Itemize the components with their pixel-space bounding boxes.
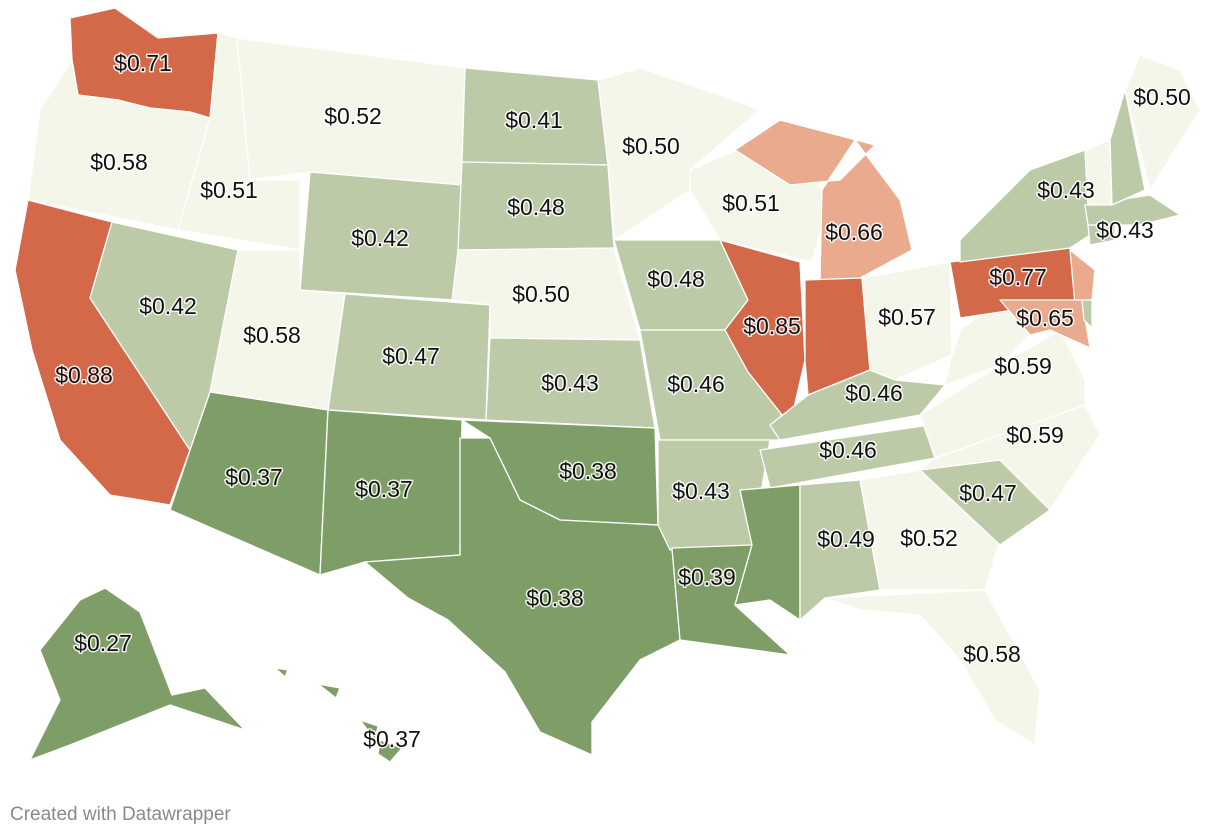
state-shape-me <box>1124 54 1201 191</box>
state-label-mn: $0.50 <box>622 133 680 159</box>
state-label-ks: $0.43 <box>541 370 599 396</box>
state-label-ca: $0.88 <box>55 362 113 388</box>
footer-credit: Created with Datawrapper <box>10 804 231 825</box>
state-label-sc: $0.47 <box>959 480 1017 506</box>
state-label-il: $0.85 <box>743 313 801 339</box>
state-shape-il <box>719 239 806 426</box>
state-label-az: $0.37 <box>225 464 283 490</box>
state-label-nm: $0.37 <box>355 476 413 502</box>
state-label-sd: $0.48 <box>507 194 565 220</box>
state-shape-ga <box>859 469 1001 591</box>
state-shape-or <box>27 59 211 231</box>
us-state-choropleth-map: $0.71 $0.58 $0.88 $0.51 $0.42 $0.52 $0.42 $0.58… <box>14 7 1201 763</box>
state-shapes <box>14 7 1201 763</box>
state-labels: $0.71 $0.58 $0.88 $0.51 $0.42 $0.52 $0.42 $0.58… <box>54 49 1193 754</box>
state-label-ne: $0.50 <box>512 281 570 307</box>
state-label-wa: $0.71 <box>114 50 172 76</box>
state-shape-nh <box>1109 89 1146 206</box>
state-shape-de <box>1081 299 1093 329</box>
state-label-co: $0.47 <box>382 343 440 369</box>
state-label-ok: $0.38 <box>559 458 617 484</box>
state-label-wv: $0.59 <box>994 353 1052 379</box>
state-label-md: $0.65 <box>1016 305 1074 331</box>
state-label-al: $0.49 <box>817 526 875 552</box>
state-label-tx: $0.38 <box>526 585 584 611</box>
state-label-me: $0.50 <box>1133 84 1191 110</box>
state-shape-md <box>999 299 1091 349</box>
state-shape-al <box>799 479 881 621</box>
state-shape-ky <box>769 369 946 441</box>
state-shape-oh <box>861 261 953 381</box>
state-label-ia: $0.48 <box>647 266 705 292</box>
state-label-pa: $0.77 <box>989 264 1047 290</box>
state-label-ak: $0.27 <box>74 630 132 656</box>
state-label-ar: $0.43 <box>672 478 730 504</box>
state-shape-hi <box>274 667 403 763</box>
state-shape-ny <box>959 149 1091 263</box>
state-label-ny: $0.43 <box>1037 177 1095 203</box>
state-shape-az <box>169 391 329 576</box>
state-label-or: $0.58 <box>90 149 148 175</box>
state-label-nv: $0.42 <box>139 293 197 319</box>
state-label-ma: $0.43 <box>1096 217 1154 243</box>
state-label-mi: $0.66 <box>825 219 883 245</box>
state-label-ky: $0.46 <box>845 380 903 406</box>
state-shape-tx <box>364 437 681 756</box>
state-label-hi: $0.37 <box>363 726 421 752</box>
state-label-nd: $0.41 <box>505 107 563 133</box>
state-label-mt: $0.52 <box>324 103 382 129</box>
state-label-ga: $0.52 <box>900 525 958 551</box>
state-label-oh: $0.57 <box>878 304 936 330</box>
state-label-la: $0.39 <box>678 564 736 590</box>
state-shape-la <box>671 544 791 656</box>
state-label-mo: $0.46 <box>667 371 725 397</box>
map-canvas: $0.71 $0.58 $0.88 $0.51 $0.42 $0.52 $0.42 $0.58… <box>14 7 1201 763</box>
state-label-wy: $0.42 <box>351 225 409 251</box>
state-label-fl: $0.58 <box>963 641 1021 667</box>
state-shape-fl <box>824 589 1041 746</box>
state-label-tn: $0.46 <box>819 437 877 463</box>
state-label-id: $0.51 <box>200 177 258 203</box>
state-shape-ak <box>29 587 246 761</box>
state-label-wi: $0.51 <box>722 190 780 216</box>
state-label-ut: $0.58 <box>243 322 301 348</box>
state-label-nc: $0.59 <box>1006 422 1064 448</box>
